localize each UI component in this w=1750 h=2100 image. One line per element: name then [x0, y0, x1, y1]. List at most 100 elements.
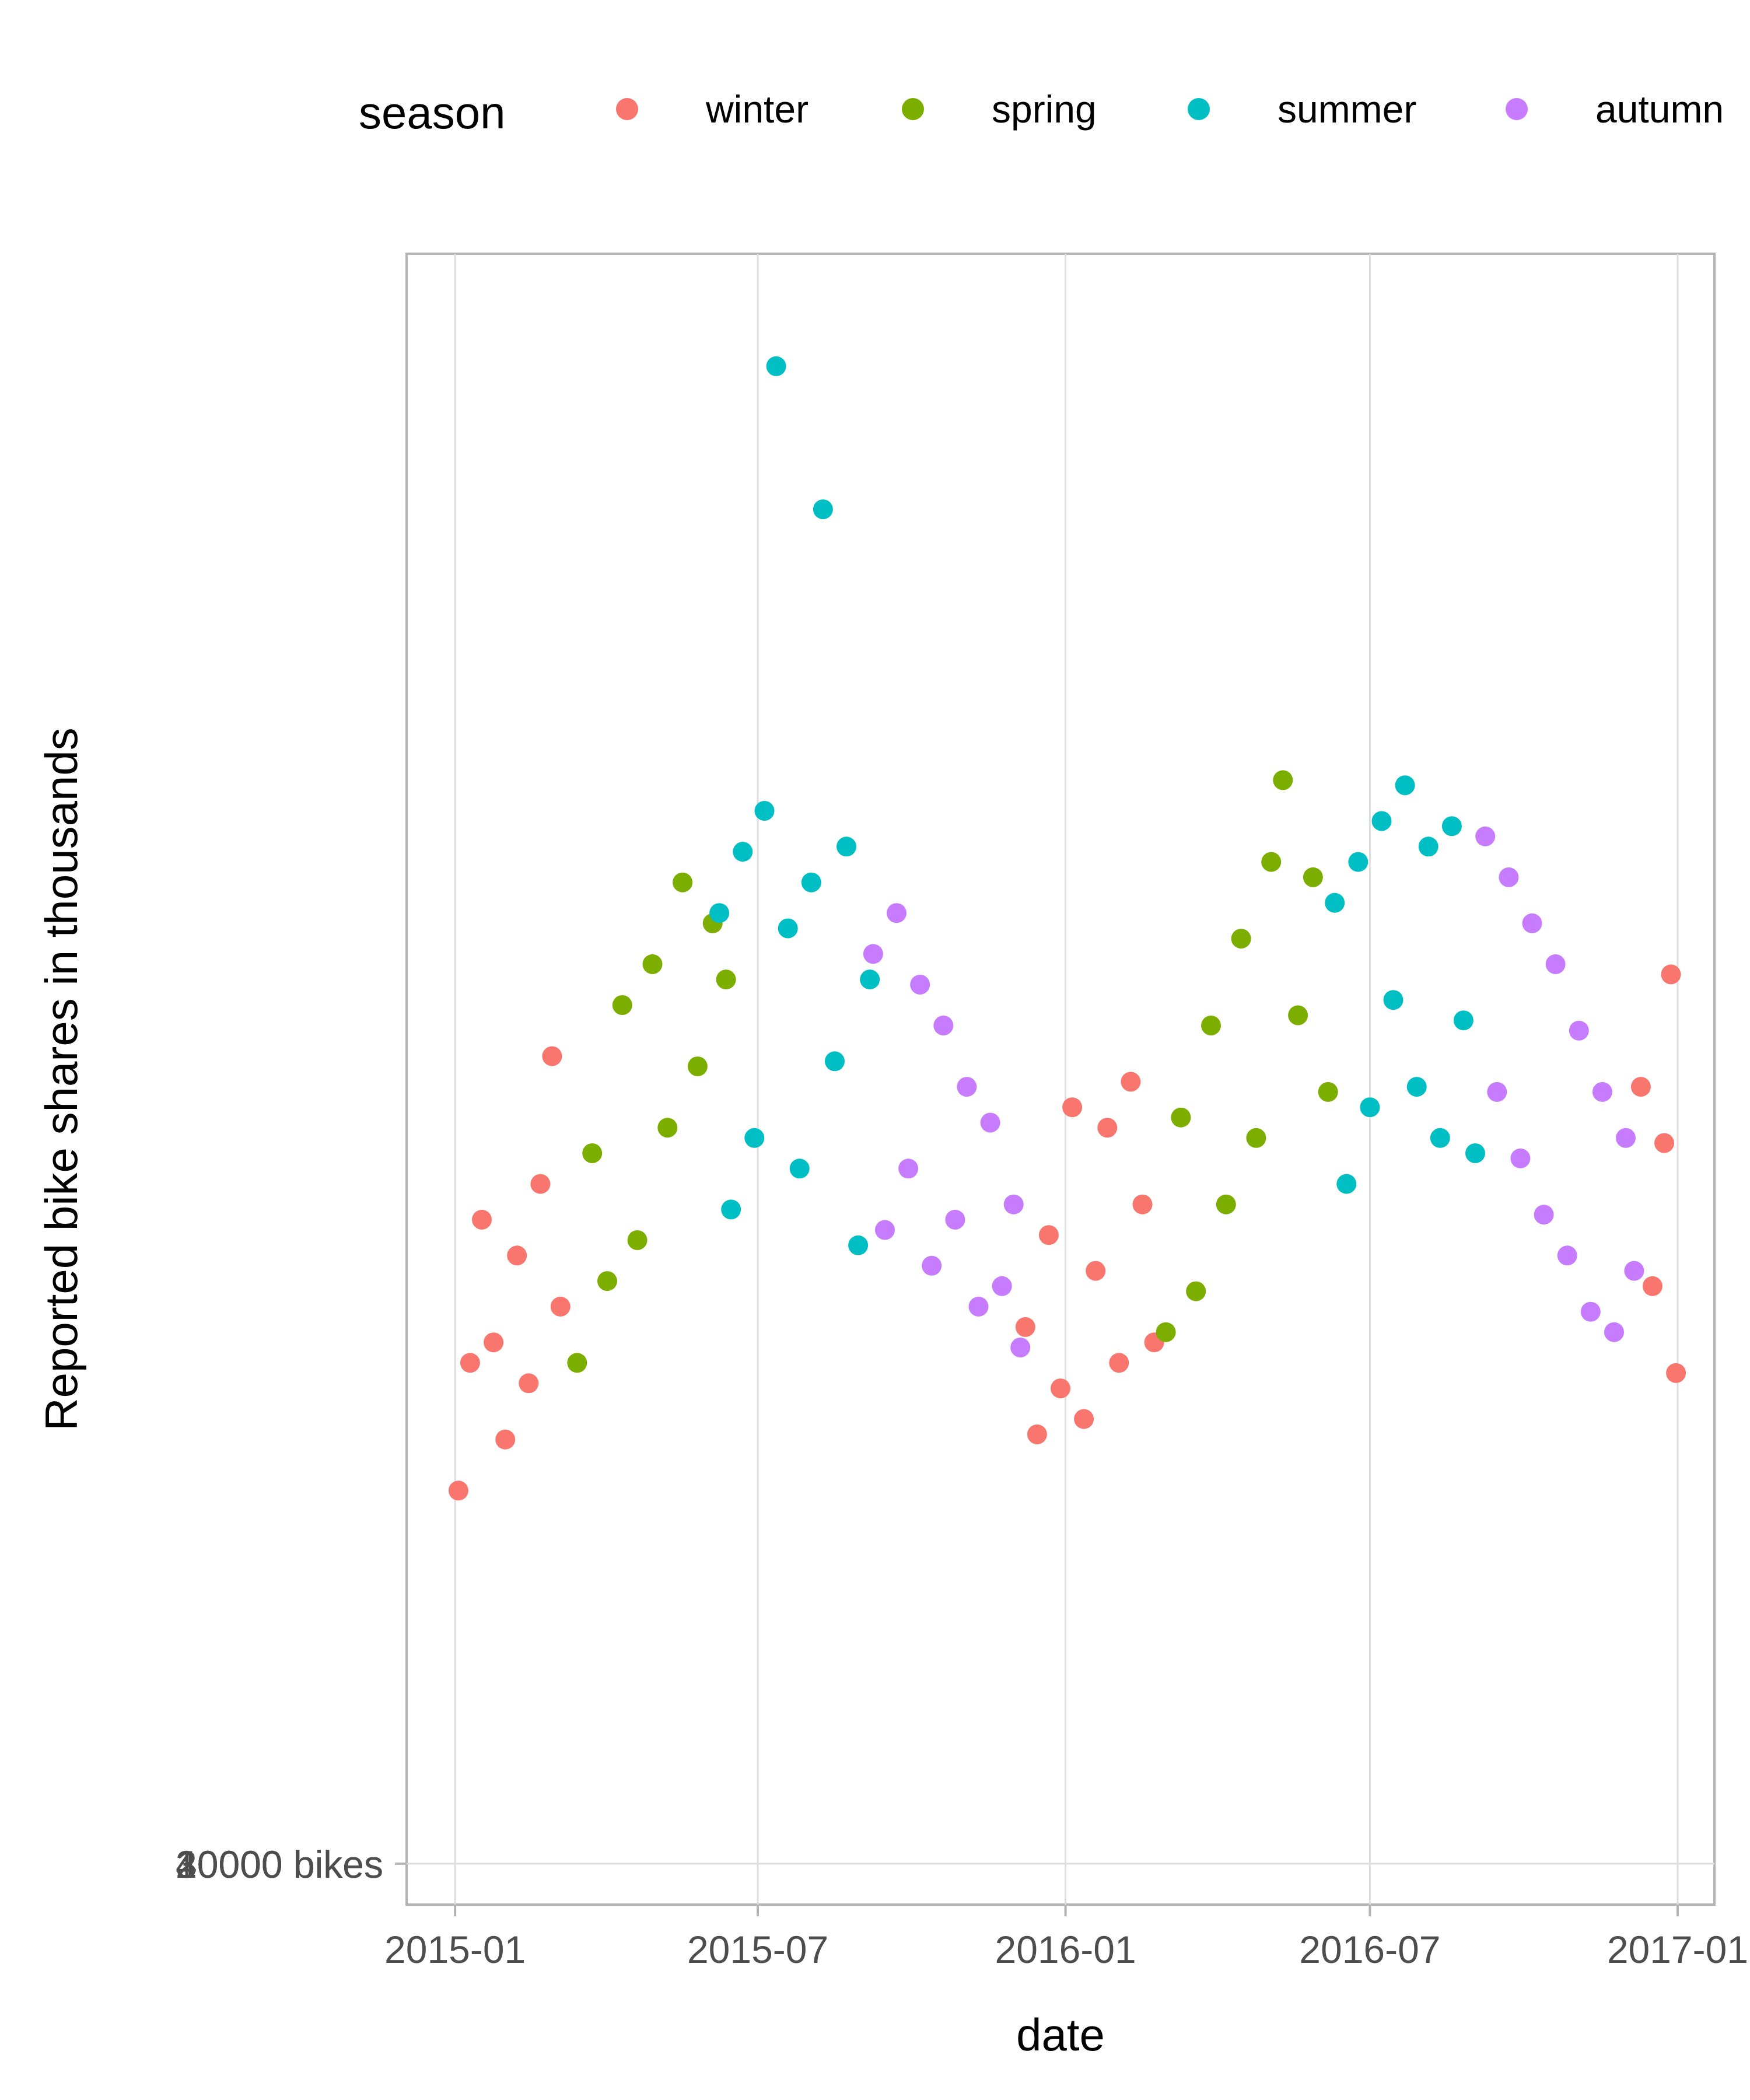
- legend-key-summer: [1188, 98, 1210, 120]
- y-tick-label-3: 10000 bikes: [176, 1843, 383, 1886]
- point-winter-22: [1630, 1077, 1651, 1097]
- point-winter-25: [1661, 964, 1681, 985]
- point-spring-3: [612, 995, 632, 1015]
- point-summer-0: [709, 903, 730, 923]
- point-summer-15: [1336, 1174, 1357, 1194]
- legend-label-summer: summer: [1278, 88, 1416, 131]
- point-autumn-13: [1010, 1338, 1031, 1357]
- point-autumn-18: [1522, 913, 1542, 933]
- point-winter-5: [507, 1245, 527, 1266]
- y-tick-label-4: 0 bikes: [261, 1843, 383, 1886]
- x-tick-label-3: 2016-07: [1299, 1928, 1440, 1971]
- point-winter-4: [495, 1429, 516, 1450]
- x-axis-title: date: [1016, 2009, 1105, 2060]
- point-autumn-23: [1580, 1301, 1601, 1322]
- point-autumn-16: [1499, 867, 1519, 887]
- point-autumn-22: [1569, 1020, 1589, 1041]
- point-spring-17: [1246, 1128, 1266, 1148]
- point-winter-0: [448, 1480, 468, 1501]
- point-autumn-21: [1557, 1245, 1577, 1266]
- point-summer-18: [1371, 811, 1392, 831]
- point-summer-17: [1360, 1097, 1380, 1118]
- point-summer-4: [754, 801, 775, 821]
- point-autumn-20: [1545, 954, 1566, 974]
- point-summer-21: [1406, 1077, 1427, 1097]
- x-tick-label-2: 2016-01: [995, 1928, 1136, 1971]
- point-winter-19: [1121, 1072, 1141, 1092]
- point-winter-1: [460, 1353, 480, 1373]
- point-autumn-8: [957, 1077, 977, 1097]
- point-summer-23: [1430, 1128, 1450, 1148]
- point-summer-12: [848, 1235, 869, 1255]
- point-winter-6: [519, 1373, 539, 1394]
- point-winter-12: [1038, 1225, 1059, 1245]
- legend-title: season: [359, 87, 506, 138]
- point-autumn-25: [1604, 1322, 1624, 1342]
- point-winter-15: [1074, 1409, 1094, 1429]
- point-spring-6: [657, 1118, 678, 1138]
- point-summer-3: [744, 1128, 765, 1148]
- point-autumn-14: [1475, 826, 1496, 846]
- axes: 2015-01 2015-07 2016-01 2016-07 2017-01 40000…: [176, 1843, 1748, 1971]
- point-spring-7: [673, 872, 693, 892]
- point-winter-9: [550, 1296, 570, 1317]
- legend-key-winter: [616, 98, 638, 120]
- y-tick-label-0: 40000 bikes: [176, 1843, 383, 1886]
- y-tick-label-1: 30000 bikes: [176, 1843, 383, 1886]
- point-winter-2: [472, 1209, 492, 1230]
- y-axis-title: Reported bike shares in thousands: [36, 727, 87, 1430]
- legend-key-spring: [902, 98, 924, 120]
- legend-label-spring: spring: [992, 88, 1097, 131]
- point-winter-17: [1097, 1118, 1118, 1138]
- point-winter-11: [1027, 1424, 1047, 1444]
- point-winter-18: [1109, 1353, 1129, 1373]
- point-autumn-9: [968, 1296, 989, 1317]
- point-autumn-19: [1534, 1205, 1554, 1225]
- data-points: [448, 356, 1686, 1501]
- point-spring-19: [1273, 770, 1293, 790]
- legend: season winter spring summer autumn: [359, 87, 1724, 138]
- point-summer-7: [789, 1158, 810, 1179]
- point-winter-14: [1062, 1097, 1083, 1118]
- point-summer-10: [825, 1051, 845, 1072]
- point-summer-2: [733, 842, 753, 862]
- point-summer-19: [1383, 990, 1404, 1010]
- point-summer-6: [778, 918, 798, 939]
- point-winter-26: [1666, 1363, 1686, 1383]
- point-summer-11: [836, 836, 856, 857]
- point-autumn-3: [898, 1158, 919, 1179]
- point-summer-14: [1325, 892, 1345, 913]
- point-autumn-0: [863, 944, 883, 964]
- point-summer-9: [813, 499, 833, 520]
- point-spring-10: [716, 970, 736, 990]
- point-autumn-5: [922, 1255, 942, 1276]
- point-winter-24: [1654, 1133, 1674, 1153]
- point-spring-11: [1156, 1322, 1176, 1342]
- legend-label-autumn: autumn: [1595, 88, 1724, 131]
- point-summer-20: [1395, 775, 1415, 796]
- point-summer-22: [1418, 836, 1438, 857]
- point-autumn-6: [933, 1016, 954, 1035]
- point-summer-13: [860, 970, 880, 990]
- point-autumn-7: [945, 1209, 965, 1230]
- point-spring-0: [567, 1353, 587, 1373]
- point-spring-18: [1261, 852, 1282, 872]
- y-tick-label-2: 20000 bikes: [176, 1843, 383, 1886]
- point-spring-1: [582, 1143, 603, 1163]
- point-autumn-26: [1616, 1128, 1636, 1148]
- point-autumn-4: [910, 974, 930, 995]
- point-winter-8: [542, 1046, 562, 1066]
- point-spring-5: [642, 954, 663, 974]
- point-summer-8: [801, 872, 821, 892]
- point-spring-14: [1201, 1016, 1221, 1035]
- point-spring-4: [627, 1230, 648, 1250]
- point-autumn-11: [992, 1276, 1012, 1296]
- point-summer-5: [766, 356, 786, 376]
- x-tick-label-0: 2015-01: [384, 1928, 526, 1971]
- point-autumn-12: [1003, 1194, 1024, 1214]
- point-winter-10: [1015, 1317, 1035, 1337]
- point-winter-23: [1642, 1276, 1662, 1296]
- point-winter-16: [1086, 1261, 1106, 1281]
- point-autumn-2: [887, 903, 907, 923]
